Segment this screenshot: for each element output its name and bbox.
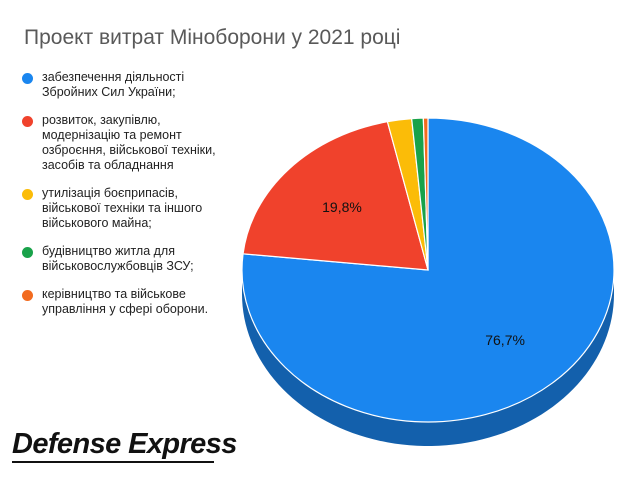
- legend-item: утилізація боєприпасів, військової техні…: [22, 186, 232, 231]
- legend-label: керівництво та військове управління у сф…: [42, 287, 209, 316]
- pie-slice-4: [422, 117, 429, 271]
- pie-data-label-0: 76,7%: [485, 332, 525, 348]
- legend-item: керівництво та військове управління у сф…: [22, 287, 232, 317]
- pie-data-label-1: 19,8%: [322, 199, 362, 215]
- legend-label: будівництво житла для військовослужбовці…: [42, 244, 194, 273]
- legend-marker: [22, 247, 33, 258]
- legend-item: будівництво житла для військовослужбовці…: [22, 244, 232, 274]
- legend-marker: [22, 189, 33, 200]
- legend-label: розвиток, закупівлю, модернізацію та рем…: [42, 113, 216, 172]
- legend-label: утилізація боєприпасів, військової техні…: [42, 186, 203, 230]
- legend-marker: [22, 73, 33, 84]
- pie-slice-1: [242, 120, 429, 271]
- legend-item: розвиток, закупівлю, модернізацію та рем…: [22, 113, 232, 173]
- legend-label: забезпечення діяльності Збройних Сил Укр…: [42, 70, 185, 99]
- legend-marker: [22, 290, 33, 301]
- legend-item: забезпечення діяльності Збройних Сил Укр…: [22, 70, 232, 100]
- chart-title: Проект витрат Міноборони у 2021 році: [24, 26, 401, 49]
- legend-marker: [22, 116, 33, 127]
- legend: забезпечення діяльності Збройних Сил Укр…: [22, 70, 232, 330]
- logo-underline: [12, 461, 214, 463]
- logo: Defense Express: [12, 428, 237, 460]
